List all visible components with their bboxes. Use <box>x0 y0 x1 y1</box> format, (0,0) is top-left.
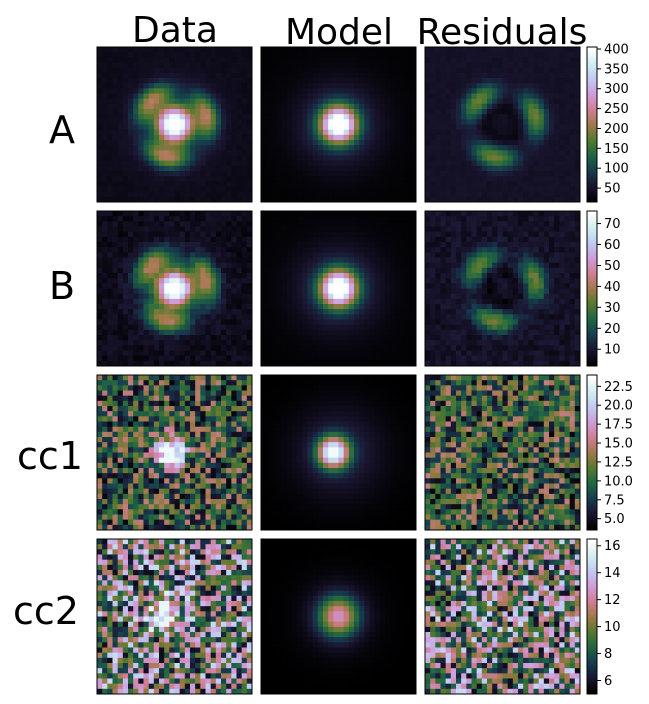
panel-B-model <box>260 210 417 367</box>
colorbar-tick-label: 250 <box>604 102 629 117</box>
row-label-A: A <box>49 108 75 152</box>
colorbar-tick-label: 16 <box>604 539 621 554</box>
colorbar-tick-label: 50 <box>604 259 621 274</box>
colorbar-tick-label: 5.0 <box>604 512 625 527</box>
image-panels <box>96 46 581 695</box>
colorbar-tick-label: 6 <box>604 674 612 689</box>
panel-cc1-model <box>260 374 417 531</box>
panel-A-model <box>260 46 417 203</box>
colorbar-tick-label: 60 <box>604 238 621 253</box>
colorbar-tick-label: 150 <box>604 142 629 157</box>
row-label-cc2: cc2 <box>13 589 79 633</box>
colorbar-tick-label: 7.5 <box>604 493 625 508</box>
colorbar-cc1: 5.0 7.5 10.0 12.5 15.0 17.5 20.0 22.5 <box>586 374 633 531</box>
colorbar-tick-label: 400 <box>604 42 629 57</box>
row-label-B: B <box>49 264 75 308</box>
panel-cc2-model <box>260 538 417 695</box>
colorbar-tick-label: 10 <box>604 343 621 358</box>
colorbar-tick-label: 12 <box>604 593 621 608</box>
colorbar-tick-label: 10.0 <box>604 474 633 489</box>
colorbar-tick-label: 40 <box>604 280 621 295</box>
colorbar-tick-label: 350 <box>604 62 629 77</box>
panel-cc2-data <box>96 538 253 695</box>
colorbar-A: 50 100 150 200 250 300 350 400 <box>586 42 629 203</box>
panel-cc1-data <box>96 374 253 531</box>
colorbars: 50 100 150 200 250 300 350 400 10 20 30 40 50 60 70 5.0… <box>586 42 633 695</box>
panel-cc2-residuals <box>424 538 581 695</box>
colorbar-B: 10 20 30 40 50 60 70 <box>586 210 621 367</box>
col-title-data: Data <box>132 10 218 51</box>
colorbar-tick-label: 14 <box>604 566 621 581</box>
colorbar-tick-label: 15.0 <box>604 437 633 452</box>
panel-A-data <box>96 46 253 203</box>
col-title-residuals: Residuals <box>417 12 588 53</box>
colorbar-tick-label: 200 <box>604 122 629 137</box>
colorbar-tick-label: 300 <box>604 82 629 97</box>
colorbar-tick-label: 20 <box>604 322 621 337</box>
row-label-cc1: cc1 <box>17 434 83 478</box>
colorbar-tick-label: 100 <box>604 162 629 177</box>
col-title-model: Model <box>285 12 393 53</box>
colorbar-tick-label: 70 <box>604 217 621 232</box>
panel-A-residuals <box>424 46 581 203</box>
colorbar-tick-label: 10 <box>604 620 621 635</box>
colorbar-tick-label: 22.5 <box>604 380 633 395</box>
colorbar-cc2: 6 8 10 12 14 16 <box>586 538 621 695</box>
colorbar-tick-label: 30 <box>604 301 621 316</box>
colorbar-tick-label: 20.0 <box>604 399 633 414</box>
colorbar-tick-label: 17.5 <box>604 418 633 433</box>
panel-B-data <box>96 210 253 367</box>
colorbar-tick-label: 8 <box>604 647 612 662</box>
colorbar-tick-label: 12.5 <box>604 455 633 470</box>
panel-cc1-residuals <box>424 374 581 531</box>
panel-B-residuals <box>424 210 581 367</box>
colorbar-tick-label: 50 <box>604 182 621 197</box>
